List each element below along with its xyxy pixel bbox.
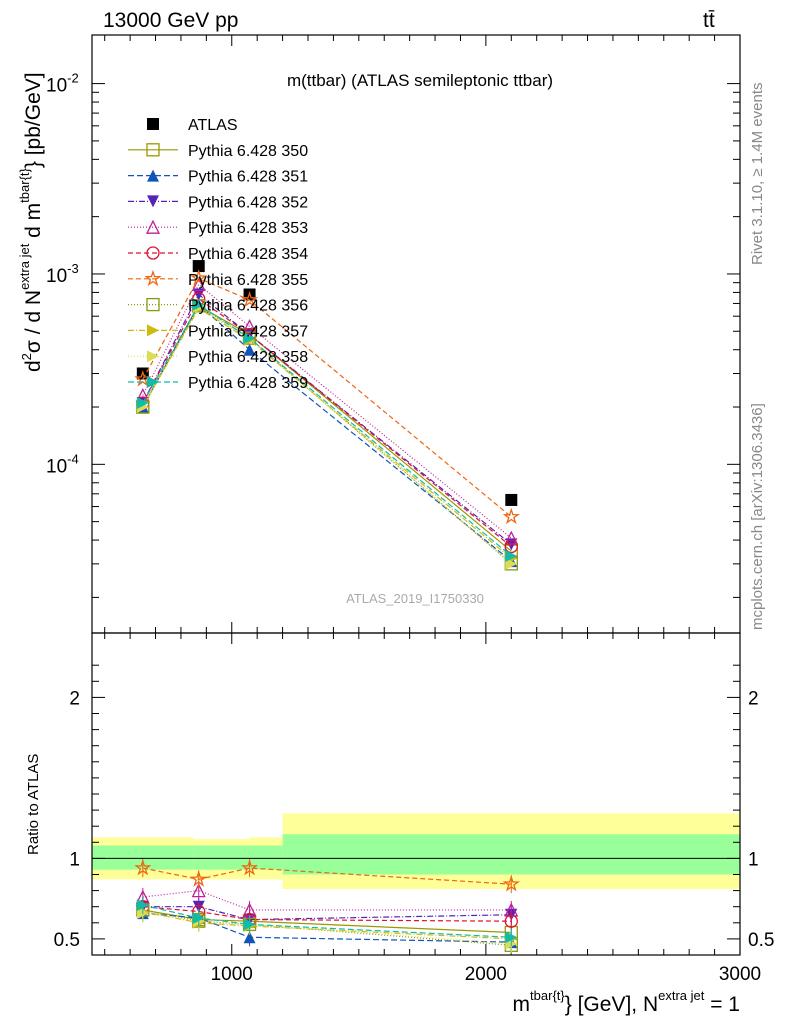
- ratio-series-8-line: [142, 912, 512, 945]
- legend-marker: [145, 219, 161, 234]
- ratio-series-3-point: [191, 883, 206, 898]
- main-plot-title: m(ttbar) (ATLAS semileptonic ttbar): [287, 71, 553, 90]
- ratio-series-9-point: [243, 918, 256, 931]
- ratio-series-2-line: [142, 906, 512, 921]
- ratio-series-9-point: [136, 899, 149, 912]
- legend-item: ATLAS: [147, 117, 238, 134]
- legend-label: ATLAS: [188, 117, 238, 134]
- rivet-version-label: Rivet 3.1.10, ≥ 1.4M events: [749, 83, 766, 266]
- ratio-series-5-line: [142, 867, 512, 885]
- ratio-series-5-point: [240, 858, 259, 876]
- ratio-y-axis-label: Ratio to ATLAS: [25, 754, 42, 855]
- legend-item: Pythia 6.428 354: [128, 246, 308, 263]
- legend-label: Pythia 6.428 359: [188, 375, 308, 392]
- series-8-line: [142, 307, 512, 559]
- legend-marker: [147, 169, 159, 182]
- legend-marker: [147, 324, 159, 337]
- ratio-series-9-line: [142, 904, 512, 938]
- series-6-point: [240, 290, 259, 308]
- y-tick-label: 10-2: [46, 71, 79, 97]
- x-axis-label: mtbar{t}} [GeV], Nextra jet = 1: [513, 988, 740, 1016]
- legend-marker: [144, 269, 162, 287]
- ratio-series-5-point: [190, 870, 208, 887]
- series-4-point: [504, 530, 519, 545]
- y-tick-label: 10-3: [46, 261, 79, 287]
- legend-label: Pythia 6.428 357: [188, 323, 308, 340]
- series-3-line: [142, 293, 512, 545]
- ratio-series-9-point: [192, 911, 205, 924]
- legend-item: Pythia 6.428 355: [128, 269, 308, 289]
- legend-label: Pythia 6.428 356: [188, 298, 308, 315]
- series-10-point: [192, 298, 205, 311]
- ratio-series-1-line: [142, 912, 512, 943]
- legend-item: Pythia 6.428 359: [128, 375, 308, 392]
- series-10-point: [243, 332, 256, 345]
- legend-marker: [147, 118, 159, 130]
- legend-label: Pythia 6.428 351: [188, 169, 308, 186]
- ratio-y-tick-label: 2: [748, 688, 759, 709]
- ratio-y-tick-label: 0.5: [54, 930, 80, 951]
- legend-marker: [146, 297, 160, 312]
- legend-label: Pythia 6.428 355: [188, 272, 308, 289]
- collision-energy-label: 13000 GeV pp: [103, 9, 238, 32]
- ratio-series-4-line: [142, 906, 512, 922]
- ratio-series-0-line: [142, 909, 512, 934]
- legend-marker: [146, 246, 160, 260]
- series-6-point: [502, 507, 520, 525]
- legend-label: Pythia 6.428 358: [188, 349, 308, 366]
- legend-item: Pythia 6.428 352: [128, 194, 308, 211]
- x-tick-label: 1000: [211, 964, 253, 985]
- series-10-line: [142, 303, 512, 557]
- legend-label: Pythia 6.428 350: [188, 143, 308, 160]
- legend-label: Pythia 6.428 354: [188, 246, 308, 263]
- series-2-line: [142, 303, 512, 562]
- analysis-watermark: ATLAS_2019_I1750330: [346, 591, 484, 606]
- legend-item: Pythia 6.428 350: [128, 143, 308, 160]
- ratio-band-inner: [282, 834, 740, 875]
- ratio-series-5-point: [502, 875, 520, 892]
- series-10-point: [505, 549, 518, 562]
- x-tick-label: 3000: [719, 964, 761, 985]
- series-3-point: [192, 288, 205, 301]
- ratio-series-4-point: [504, 914, 518, 928]
- series-5-line: [142, 297, 512, 547]
- series-6-point: [190, 269, 208, 286]
- series-10-point: [136, 396, 149, 409]
- legend-item: Pythia 6.428 351: [128, 169, 308, 186]
- legend-item: Pythia 6.428 356: [128, 298, 308, 315]
- legend-marker: [147, 195, 159, 208]
- series-7-line: [142, 304, 512, 565]
- process-label: tt̄: [703, 9, 715, 32]
- ratio-series-1-point: [243, 931, 256, 944]
- legend-marker: [146, 143, 160, 157]
- y-tick-label: 10-4: [46, 451, 79, 477]
- main-y-axis-label: d2σ / d Nextra jet d mtbar{t}} [pb/GeV]: [17, 72, 45, 372]
- ratio-y-tick-label: 1: [69, 849, 80, 870]
- legend-item: Pythia 6.428 357: [128, 323, 308, 340]
- legend-item: Pythia 6.428 358: [128, 349, 308, 366]
- series-9-line: [142, 306, 512, 565]
- series-9-point: [505, 557, 518, 570]
- ratio-series-5-point: [134, 859, 152, 876]
- series-2-point: [243, 343, 256, 356]
- mcplots-label: mcplots.cern.ch [arXiv:1306.3436]: [749, 403, 766, 630]
- ratio-y-tick-label: 2: [69, 688, 80, 709]
- series-5-point: [504, 539, 518, 554]
- legend-marker: [147, 350, 159, 363]
- legend-label: Pythia 6.428 352: [188, 194, 308, 211]
- ratio-y-tick-label: 1: [748, 849, 759, 870]
- x-tick-label: 2000: [465, 964, 507, 985]
- series-6-line: [142, 277, 512, 518]
- legend-marker: [147, 376, 159, 388]
- series-0-point: [505, 493, 518, 506]
- series-0-point: [192, 260, 205, 273]
- ratio-series-7-line: [142, 910, 512, 940]
- ratio-y-tick-label: 0.5: [748, 930, 774, 951]
- legend-item: Pythia 6.428 353: [128, 219, 308, 237]
- series-1-line: [142, 305, 512, 552]
- legend-label: Pythia 6.428 353: [188, 220, 308, 237]
- ratio-series-9-point: [505, 931, 518, 944]
- ratio-band-inner: [193, 845, 250, 870]
